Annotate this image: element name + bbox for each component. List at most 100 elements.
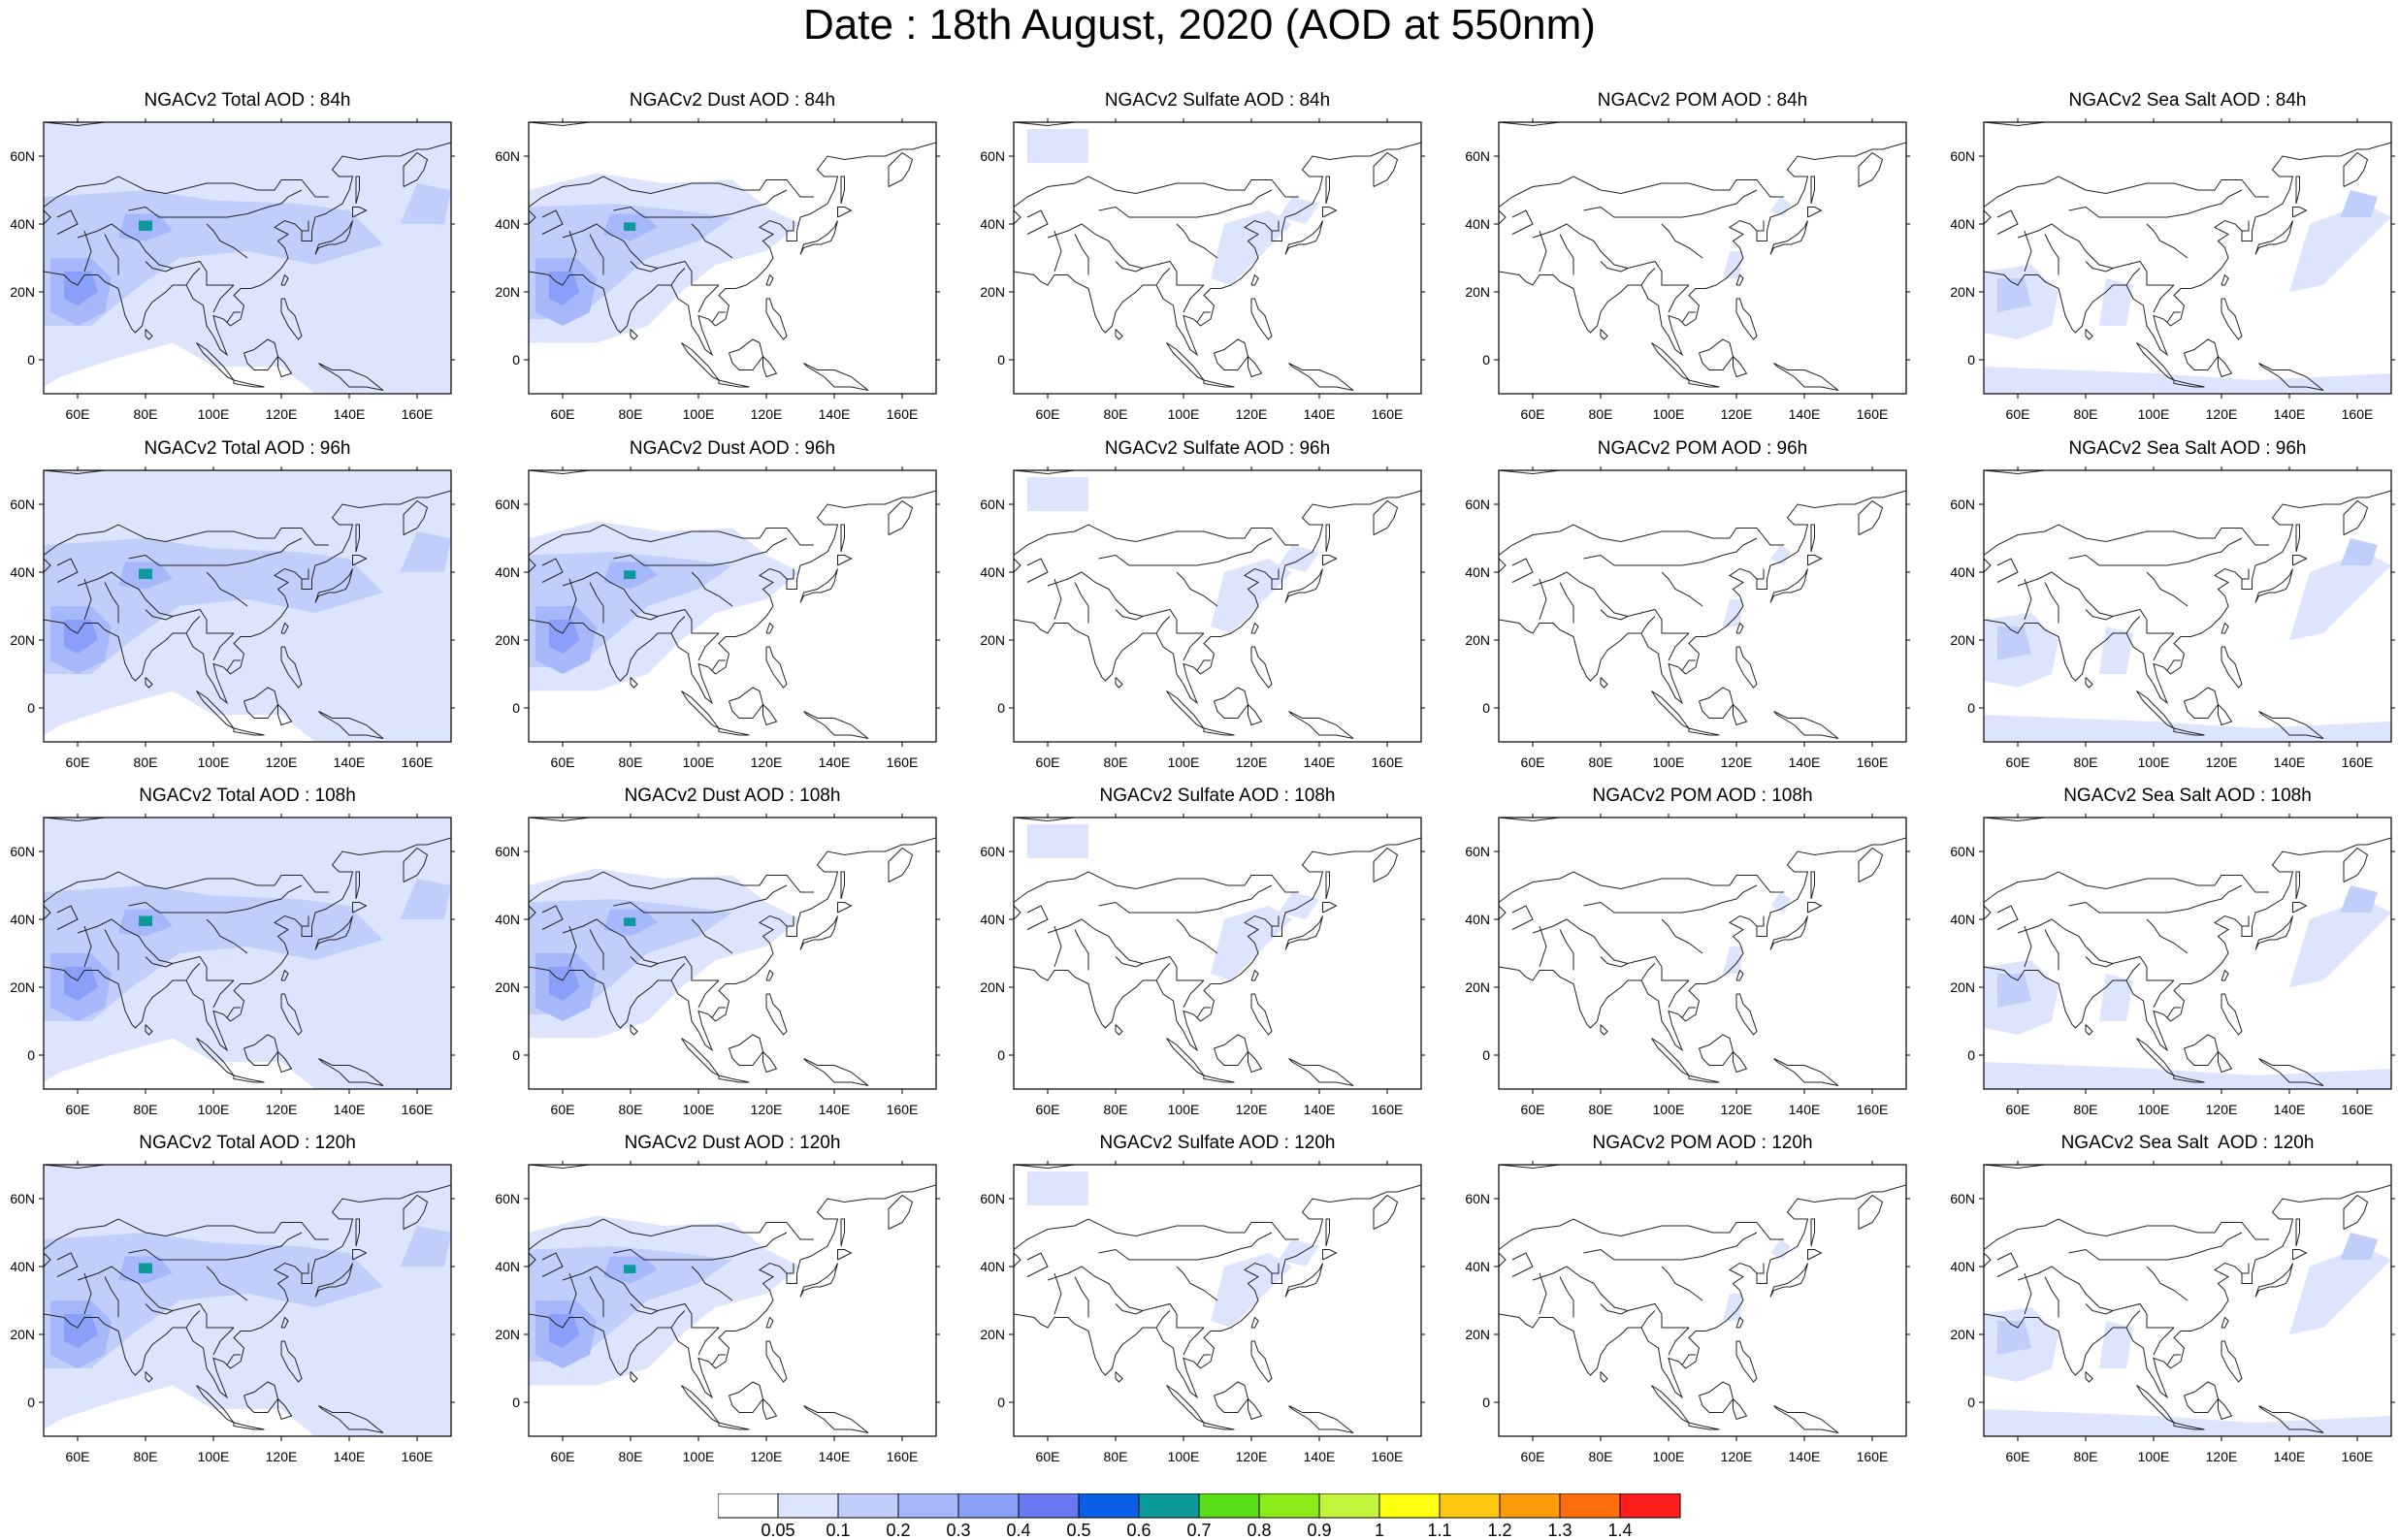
colorbar-swatch	[837, 1493, 899, 1519]
x-tick-label: 120E	[1236, 754, 1268, 770]
coastline	[2136, 690, 2175, 729]
x-tick-label: 120E	[266, 406, 298, 422]
y-tick-label: 60N	[495, 844, 520, 859]
x-tick-label: 60E	[2006, 1102, 2030, 1117]
panel-title: NGACv2 Sea Salt AOD : 108h	[2063, 786, 2312, 806]
coastline	[1511, 905, 1534, 930]
x-tick-label: 120E	[1721, 1102, 1753, 1117]
coastline	[718, 1422, 750, 1430]
coastline	[44, 122, 106, 127]
coastline	[2218, 1398, 2233, 1421]
coastline	[670, 268, 686, 286]
x-tick-label: 80E	[1104, 754, 1128, 770]
coastline	[403, 1194, 429, 1230]
aod-contour	[64, 967, 98, 1001]
coastline	[1250, 993, 1273, 1036]
coastline	[2292, 207, 2308, 218]
map-frame	[1983, 121, 2392, 395]
coastline	[1996, 209, 2019, 235]
map-frame	[43, 817, 452, 1090]
coastline	[529, 490, 936, 705]
coastline	[206, 571, 248, 607]
coastline	[2085, 1303, 2114, 1315]
coastline	[2184, 1381, 2220, 1413]
aod-contour	[1770, 545, 1791, 565]
coastline	[529, 1218, 814, 1250]
coastline	[1014, 1165, 1076, 1170]
x-tick-label: 100E	[1653, 406, 1685, 422]
x-tick-label: 60E	[1036, 1102, 1060, 1117]
y-tick-label: 60N	[980, 497, 1005, 512]
panel-title: NGACv2 Sea Salt AOD : 96h	[2068, 438, 2307, 459]
coastline	[1115, 1371, 1123, 1383]
panel-title: NGACv2 Dust AOD : 108h	[624, 786, 841, 806]
coastline	[1511, 558, 1534, 583]
coastline	[630, 1371, 638, 1383]
coastline	[1155, 1310, 1171, 1329]
aod-contour	[1027, 1171, 1088, 1205]
x-tick-label: 140E	[819, 1449, 851, 1464]
colorbar-swatch	[1318, 1493, 1380, 1519]
y-tick-label: 60N	[1465, 497, 1490, 512]
x-tick-label: 120E	[2206, 406, 2238, 422]
coastline	[1074, 929, 1089, 971]
coastline	[280, 1340, 303, 1383]
map-frame	[1983, 817, 2392, 1090]
coastline	[1499, 1218, 1784, 1250]
colorbar-swatch	[1559, 1493, 1621, 1519]
coastline	[2242, 1263, 2250, 1274]
y-tick-label: 20N	[1465, 979, 1490, 995]
coastline	[799, 568, 838, 603]
coastline	[1373, 1194, 1399, 1230]
coastline	[1668, 284, 1690, 313]
coastline	[44, 1165, 106, 1170]
coastline	[1248, 704, 1263, 726]
coastline	[185, 268, 201, 286]
coastline	[529, 1252, 536, 1267]
y-tick-label: 20N	[980, 632, 1005, 648]
colorbar-label: 1.3	[1547, 1521, 1572, 1538]
coastline	[765, 993, 788, 1036]
coastline	[1984, 122, 2046, 127]
panel-title: NGACv2 Sulfate AOD : 84h	[1104, 90, 1331, 111]
coastline	[697, 284, 720, 313]
coastline	[1203, 1422, 1235, 1430]
coastline	[1499, 142, 1906, 357]
y-tick-label: 0	[1482, 700, 1490, 716]
aod-contour	[139, 220, 152, 231]
x-tick-label: 60E	[551, 1449, 575, 1464]
coastline	[206, 1266, 248, 1301]
coastline	[1115, 1024, 1123, 1036]
coastline	[529, 558, 536, 573]
coastline	[1984, 1184, 2391, 1399]
coastline	[765, 646, 788, 689]
aod-contour	[2340, 538, 2378, 565]
coastline	[1047, 571, 1204, 634]
x-tick-label: 60E	[1521, 1102, 1545, 1117]
coastline	[2184, 338, 2220, 370]
coastline	[529, 871, 814, 903]
x-tick-label: 80E	[1589, 1102, 1613, 1117]
coastline	[541, 1252, 564, 1277]
coastline	[1098, 537, 1273, 566]
coastline	[2044, 929, 2059, 971]
coastline	[1196, 1007, 1211, 1018]
x-tick-label: 140E	[1789, 406, 1821, 422]
y-tick-label: 0	[27, 352, 35, 368]
coastline	[568, 1272, 577, 1315]
y-tick-label: 40N	[1465, 912, 1490, 927]
coastline	[568, 230, 577, 273]
coastline	[1250, 1316, 1259, 1329]
x-tick-label: 80E	[1589, 754, 1613, 770]
coastline	[1600, 1303, 1629, 1315]
coastline	[888, 1194, 914, 1230]
aod-contour	[64, 272, 98, 305]
coastline	[529, 122, 591, 127]
coastline	[77, 1266, 234, 1329]
coastline	[888, 151, 914, 187]
coastline	[2125, 268, 2141, 286]
coastline	[212, 979, 235, 1009]
coastline	[1014, 818, 1076, 822]
colorbar-label: 1	[1375, 1521, 1384, 1538]
coastline	[2146, 1266, 2188, 1301]
